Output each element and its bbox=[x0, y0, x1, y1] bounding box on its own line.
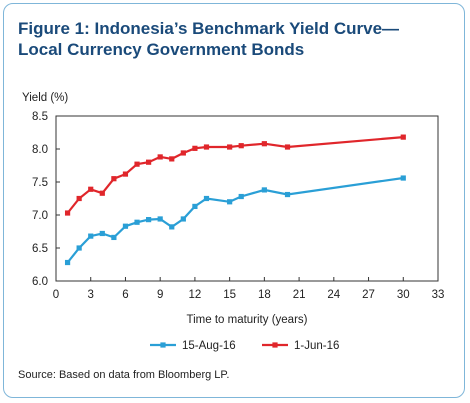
data-point bbox=[111, 234, 117, 241]
data-point bbox=[169, 224, 175, 230]
data-point bbox=[261, 141, 267, 147]
data-point bbox=[238, 143, 244, 149]
data-point bbox=[146, 217, 152, 223]
y-axis-label: Yield (%) bbox=[22, 92, 68, 104]
data-point bbox=[169, 156, 175, 162]
figure-title-line-2: Local Currency Government Bonds bbox=[18, 40, 305, 59]
data-point bbox=[192, 145, 198, 151]
data-point bbox=[227, 199, 233, 205]
data-point bbox=[76, 245, 82, 251]
x-tick-label: 6 bbox=[122, 289, 128, 301]
legend-label: 15-Aug-16 bbox=[182, 340, 236, 352]
data-point bbox=[64, 259, 71, 266]
data-point bbox=[180, 150, 186, 156]
plot-area bbox=[55, 115, 439, 282]
x-tick-label: 24 bbox=[327, 289, 340, 301]
data-point bbox=[122, 171, 129, 177]
x-tick-label: 21 bbox=[293, 289, 306, 301]
data-point bbox=[400, 134, 406, 140]
data-point bbox=[400, 175, 406, 181]
data-point bbox=[192, 203, 198, 210]
series-line bbox=[66, 136, 404, 214]
x-tick-label: 0 bbox=[53, 289, 59, 301]
y-tick-label: 7.0 bbox=[32, 210, 48, 222]
data-point bbox=[64, 210, 71, 216]
data-point bbox=[284, 191, 291, 198]
y-tick-label: 6.5 bbox=[32, 243, 48, 255]
x-tick-label: 30 bbox=[397, 289, 410, 301]
data-point bbox=[88, 186, 94, 192]
source-note: Source: Based on data from Bloomberg LP. bbox=[18, 369, 230, 381]
x-tick-label: 18 bbox=[258, 289, 271, 301]
legend-label: 1-Jun-16 bbox=[294, 340, 339, 352]
data-point bbox=[227, 144, 233, 150]
series-1-jun-16 bbox=[64, 134, 406, 216]
y-tick-label: 8.5 bbox=[32, 111, 48, 123]
legend: 15-Aug-16 1-Jun-16 bbox=[150, 340, 339, 352]
series-layer bbox=[64, 134, 406, 266]
legend-swatch-marker bbox=[272, 342, 278, 348]
data-point bbox=[134, 161, 140, 167]
data-point bbox=[111, 176, 117, 182]
data-point bbox=[134, 219, 140, 225]
x-tick-label: 3 bbox=[88, 289, 94, 301]
x-axis-label: Time to maturity (years) bbox=[187, 314, 308, 326]
y-tick-label: 6.0 bbox=[32, 276, 48, 288]
data-point bbox=[203, 195, 210, 202]
series-line bbox=[66, 176, 404, 264]
data-point bbox=[238, 193, 244, 200]
x-tick-label: 12 bbox=[189, 289, 202, 301]
data-point bbox=[88, 233, 94, 239]
x-axis: 0 3 6 9 12 15 18 21 24 27 30 33 bbox=[53, 277, 445, 301]
data-point bbox=[99, 190, 105, 196]
data-point bbox=[157, 154, 163, 160]
legend-swatch-marker bbox=[160, 342, 166, 348]
data-point bbox=[146, 159, 152, 165]
data-point bbox=[76, 195, 82, 202]
y-tick-label: 7.5 bbox=[32, 177, 48, 189]
series-15-aug-16 bbox=[64, 175, 406, 266]
x-tick-label: 33 bbox=[432, 289, 445, 301]
y-tick-label: 8.0 bbox=[32, 144, 48, 156]
y-axis: 6.0 6.5 7.0 7.5 8.0 8.5 bbox=[32, 111, 60, 288]
data-point bbox=[157, 216, 163, 222]
figure-title: Figure 1: Indonesia’s Benchmark Yield Cu… bbox=[18, 18, 448, 60]
legend-item: 1-Jun-16 bbox=[262, 340, 339, 352]
data-point bbox=[284, 144, 291, 150]
legend-item: 15-Aug-16 bbox=[150, 340, 236, 352]
data-point bbox=[180, 216, 186, 222]
x-tick-label: 9 bbox=[157, 289, 163, 301]
x-tick-label: 27 bbox=[362, 289, 375, 301]
figure-title-line-1: Figure 1: Indonesia’s Benchmark Yield Cu… bbox=[18, 19, 400, 38]
data-point bbox=[122, 223, 129, 229]
x-tick-label: 15 bbox=[223, 289, 236, 301]
data-point bbox=[203, 144, 210, 150]
data-point bbox=[261, 187, 267, 193]
data-point bbox=[99, 230, 105, 237]
